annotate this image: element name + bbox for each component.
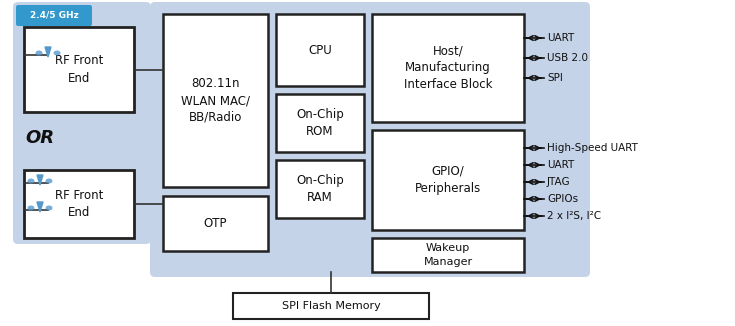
Bar [233,293,429,319]
FancyBboxPatch shape [13,2,151,244]
Polygon shape [37,175,43,185]
Bar [163,196,268,251]
Text: UART: UART [547,33,574,43]
Bar [163,14,268,187]
Ellipse shape [46,205,52,211]
Bar [276,160,364,218]
Text: JTAG: JTAG [547,177,570,187]
Bar [372,238,524,272]
Text: High-Speed UART: High-Speed UART [547,143,638,153]
Bar [372,130,524,230]
Ellipse shape [35,51,43,55]
Text: GPIOs: GPIOs [547,194,578,204]
Text: On-Chip
RAM: On-Chip RAM [296,174,344,204]
Bar [276,94,364,152]
FancyBboxPatch shape [16,5,92,26]
Text: GPIO/
Peripherals: GPIO/ Peripherals [415,165,481,195]
FancyBboxPatch shape [150,2,590,277]
Text: 2.4/5 GHz: 2.4/5 GHz [29,11,79,20]
Bar [372,14,524,122]
Text: RF Front
End: RF Front End [55,54,103,84]
Polygon shape [45,47,51,57]
Text: On-Chip
ROM: On-Chip ROM [296,108,344,138]
Ellipse shape [27,179,35,184]
Text: 2 x I²S, I²C: 2 x I²S, I²C [547,211,601,221]
Text: 802.11n
WLAN MAC/
BB/Radio: 802.11n WLAN MAC/ BB/Radio [181,77,250,124]
Ellipse shape [54,51,60,55]
Ellipse shape [27,205,35,211]
Bar [24,170,134,238]
Text: USB 2.0: USB 2.0 [547,53,588,63]
Text: Host/
Manufacturing
Interface Block: Host/ Manufacturing Interface Block [404,45,492,92]
Text: SPI: SPI [547,73,563,83]
Text: RF Front
End: RF Front End [55,189,103,219]
Polygon shape [37,202,43,212]
Text: CPU: CPU [308,43,332,56]
Bar [276,14,364,86]
Text: Wakeup
Manager: Wakeup Manager [423,244,473,267]
Ellipse shape [46,179,52,184]
Text: OTP: OTP [204,217,227,230]
Bar [24,27,134,112]
Text: OR: OR [25,129,54,147]
Text: UART: UART [547,160,574,170]
Text: SPI Flash Memory: SPI Flash Memory [282,301,381,311]
